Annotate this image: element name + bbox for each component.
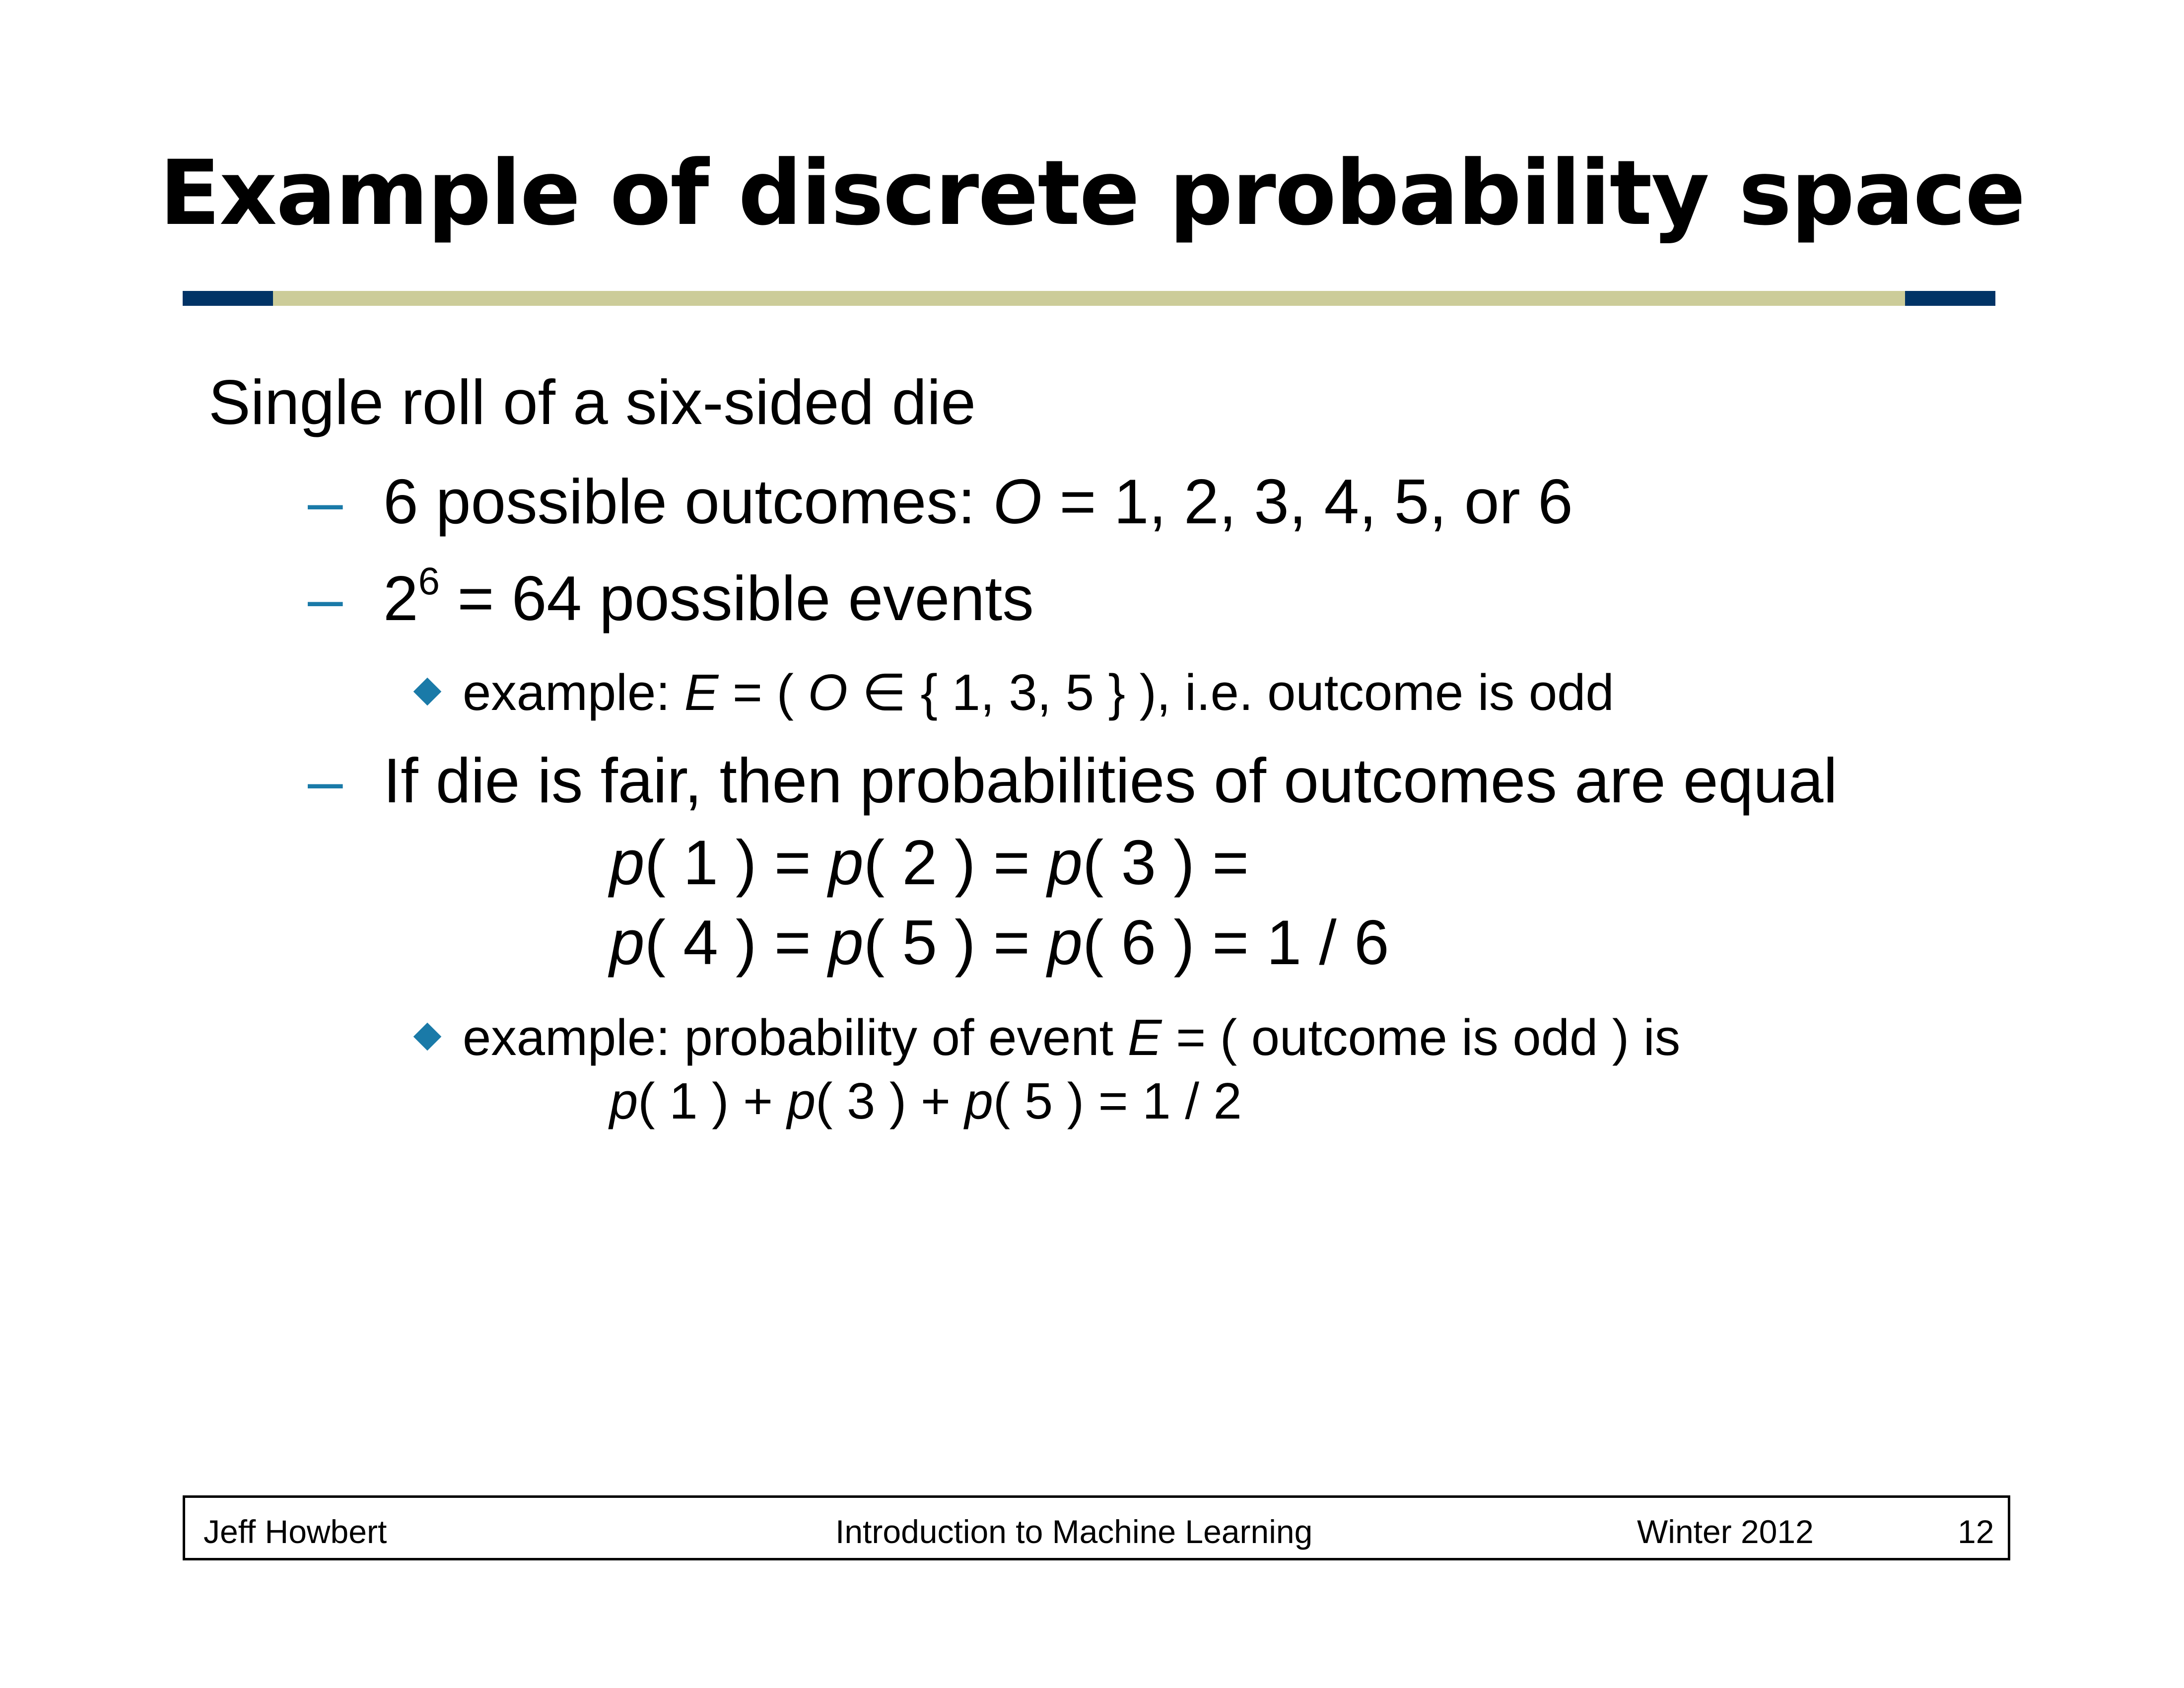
- footer-page-number: 12: [1958, 1513, 1994, 1550]
- title-divider-left-cap: [183, 291, 273, 306]
- bullet-dash-1: –: [308, 466, 343, 537]
- title-divider-right-cap: [1905, 291, 1995, 306]
- bullet-outcomes: 6 possible outcomes: O = 1, 2, 3, 4, 5, …: [383, 466, 1573, 537]
- footer-course: Introduction to Machine Learning: [835, 1513, 1313, 1550]
- sub-bullet-probability-odd: example: probability of event E = ( outc…: [463, 1009, 1681, 1066]
- diamond-bullet-icon: [413, 677, 442, 706]
- title-divider: [183, 291, 1995, 306]
- content-heading: Single roll of a six-sided die: [208, 367, 976, 437]
- diamond-bullet-icon: [413, 1022, 442, 1051]
- equation-line-1: p( 1 ) = p( 2 ) = p( 3 ) =: [610, 827, 1249, 898]
- equation-line-3: p( 1 ) + p( 3 ) + p( 5 ) = 1 / 2: [610, 1072, 1242, 1129]
- footer-box: [183, 1495, 2010, 1560]
- bullet-events: 26 = 64 possible events: [383, 559, 1034, 633]
- slide-title: Example of discrete probability space: [159, 141, 2026, 245]
- footer-term: Winter 2012: [1637, 1513, 1814, 1550]
- bullet-fair-die: If die is fair, then probabilities of ou…: [383, 745, 1838, 816]
- equation-line-2: p( 4 ) = p( 5 ) = p( 6 ) = 1 / 6: [610, 907, 1389, 978]
- sub-bullet-odd-event: example: E = ( O ∈ { 1, 3, 5 } ), i.e. o…: [463, 664, 1614, 721]
- footer-author: Jeff Howbert: [204, 1513, 387, 1550]
- bullet-dash-2: –: [308, 563, 343, 633]
- bullet-dash-3: –: [308, 745, 343, 816]
